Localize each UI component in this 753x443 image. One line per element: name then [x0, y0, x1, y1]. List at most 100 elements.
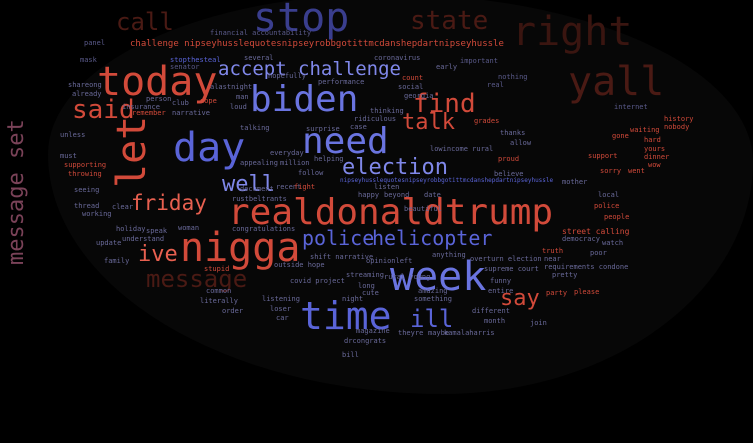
word-streaming: streaming [346, 271, 384, 279]
word-requirements: requirements condone [544, 263, 629, 271]
word-document: document [240, 185, 274, 193]
word-narrative: narrative [172, 109, 210, 117]
word-update: update [96, 239, 122, 247]
word-loud: loud [230, 103, 247, 111]
word-well: well [222, 172, 275, 197]
word-supporting: supporting [64, 161, 107, 169]
word-rural-young: rural young [384, 273, 431, 281]
word-drcongrats: drcongrats [344, 337, 387, 345]
word-election: election [342, 155, 448, 180]
word-helicopter: helicopter [372, 226, 493, 250]
word-something: something [414, 295, 452, 303]
word-join: join [530, 319, 547, 327]
word-nipsey-hashtag: nipseyhusslequotesnipseyrobbgotittmcdans… [340, 177, 554, 184]
word-working: working [82, 210, 112, 218]
word-allow: allow [510, 139, 532, 147]
word-beautiful: beautiful [404, 205, 442, 213]
word-support: support [588, 152, 618, 160]
word-different: different [472, 307, 510, 315]
word-poor: poor [590, 249, 607, 257]
word-democracy: democracy [562, 235, 600, 243]
word-performance: performance [318, 78, 365, 86]
word-car: car [276, 314, 289, 322]
word-real: real [487, 81, 504, 89]
word-nothing: nothing [498, 73, 528, 81]
word-month: month [484, 317, 506, 325]
side-label: message set [4, 119, 29, 265]
word-overturn: overturn election [470, 255, 542, 263]
word-loser: loser [270, 305, 292, 313]
word-challenge-hashtag: challenge nipseyhusslequotesnipseyrobbgo… [130, 39, 504, 49]
word-thread: thread [74, 202, 100, 210]
word-call: call [116, 8, 174, 36]
word-believe: believe [494, 170, 524, 178]
word-appealing: appealing [240, 159, 278, 167]
word-gone: gone [612, 132, 629, 140]
word-internet: internet [614, 103, 648, 111]
word-accept: accept [218, 58, 287, 80]
word-several: several [244, 54, 274, 62]
word-speak: speak [146, 227, 168, 235]
word-holiday: holiday [116, 225, 146, 233]
word-early: early [436, 63, 458, 71]
word-stupid: stupid [204, 265, 230, 273]
word-anything: anything [432, 251, 466, 259]
word-nigga: nigga [180, 225, 301, 271]
word-watch: watch [602, 239, 624, 247]
word-understand: understand [122, 235, 165, 243]
word-must: must [60, 152, 77, 160]
word-dinner: dinner [644, 153, 670, 161]
word-count: count [402, 74, 424, 82]
word-police: police [302, 226, 375, 250]
word-say: say [500, 286, 540, 311]
word-woman: woman [178, 224, 200, 232]
word-remember: remember [132, 109, 166, 117]
word-today: today [97, 59, 218, 105]
word-sorry: sorry [600, 167, 622, 175]
word-police-small: police [594, 202, 620, 210]
word-ill: ill [410, 305, 454, 333]
word-panel: panel [84, 39, 106, 47]
word-everyday: everyday [270, 149, 304, 157]
word-yours: yours [644, 145, 666, 153]
word-ive: ive [138, 242, 178, 267]
word-beyond: beyond [384, 191, 410, 199]
word-talk: talk [402, 110, 455, 135]
word-right: right [512, 9, 633, 55]
word-stop: stop [253, 0, 350, 41]
word-let: let [109, 115, 155, 188]
word-nobody: nobody [664, 123, 690, 131]
word-sharing: shareong [68, 81, 102, 89]
word-insurance: insurance [122, 103, 160, 111]
word-outside: outside hope [274, 261, 325, 269]
word-said: said [72, 95, 135, 125]
word-seeing: seeing [74, 186, 100, 194]
word-stopthesteal: stopthesteal [170, 56, 221, 64]
word-mother: mother [562, 178, 588, 186]
word-hard: hard [644, 136, 661, 144]
word-please: please [574, 288, 600, 296]
word-social: social [398, 83, 424, 91]
word-case: case [350, 123, 367, 131]
word-million: million [280, 159, 310, 167]
word-history: history [664, 115, 694, 123]
word-opinion: opinionleft [366, 257, 413, 265]
word-hopefully: hopefully [268, 72, 306, 80]
word-thinking: thinking [370, 107, 404, 115]
word-biden: biden [250, 79, 359, 120]
word-surprise: surprise [306, 125, 340, 133]
word-find: find [413, 89, 476, 119]
word-supreme-court: supreme court [484, 265, 539, 273]
word-common: common [206, 287, 232, 295]
word-happy: happy [358, 191, 380, 199]
word-person: person [146, 95, 172, 103]
word-amazing: amazing [418, 287, 448, 295]
word-alastnight: alastnight [210, 83, 253, 91]
word-order: order [222, 307, 244, 315]
word-ridiculous: ridiculous [354, 115, 397, 123]
word-grades: grades [474, 117, 500, 125]
word-waiting: waiting [630, 126, 660, 134]
word-mask: mask [80, 56, 97, 64]
word-follow: follow [298, 169, 324, 177]
